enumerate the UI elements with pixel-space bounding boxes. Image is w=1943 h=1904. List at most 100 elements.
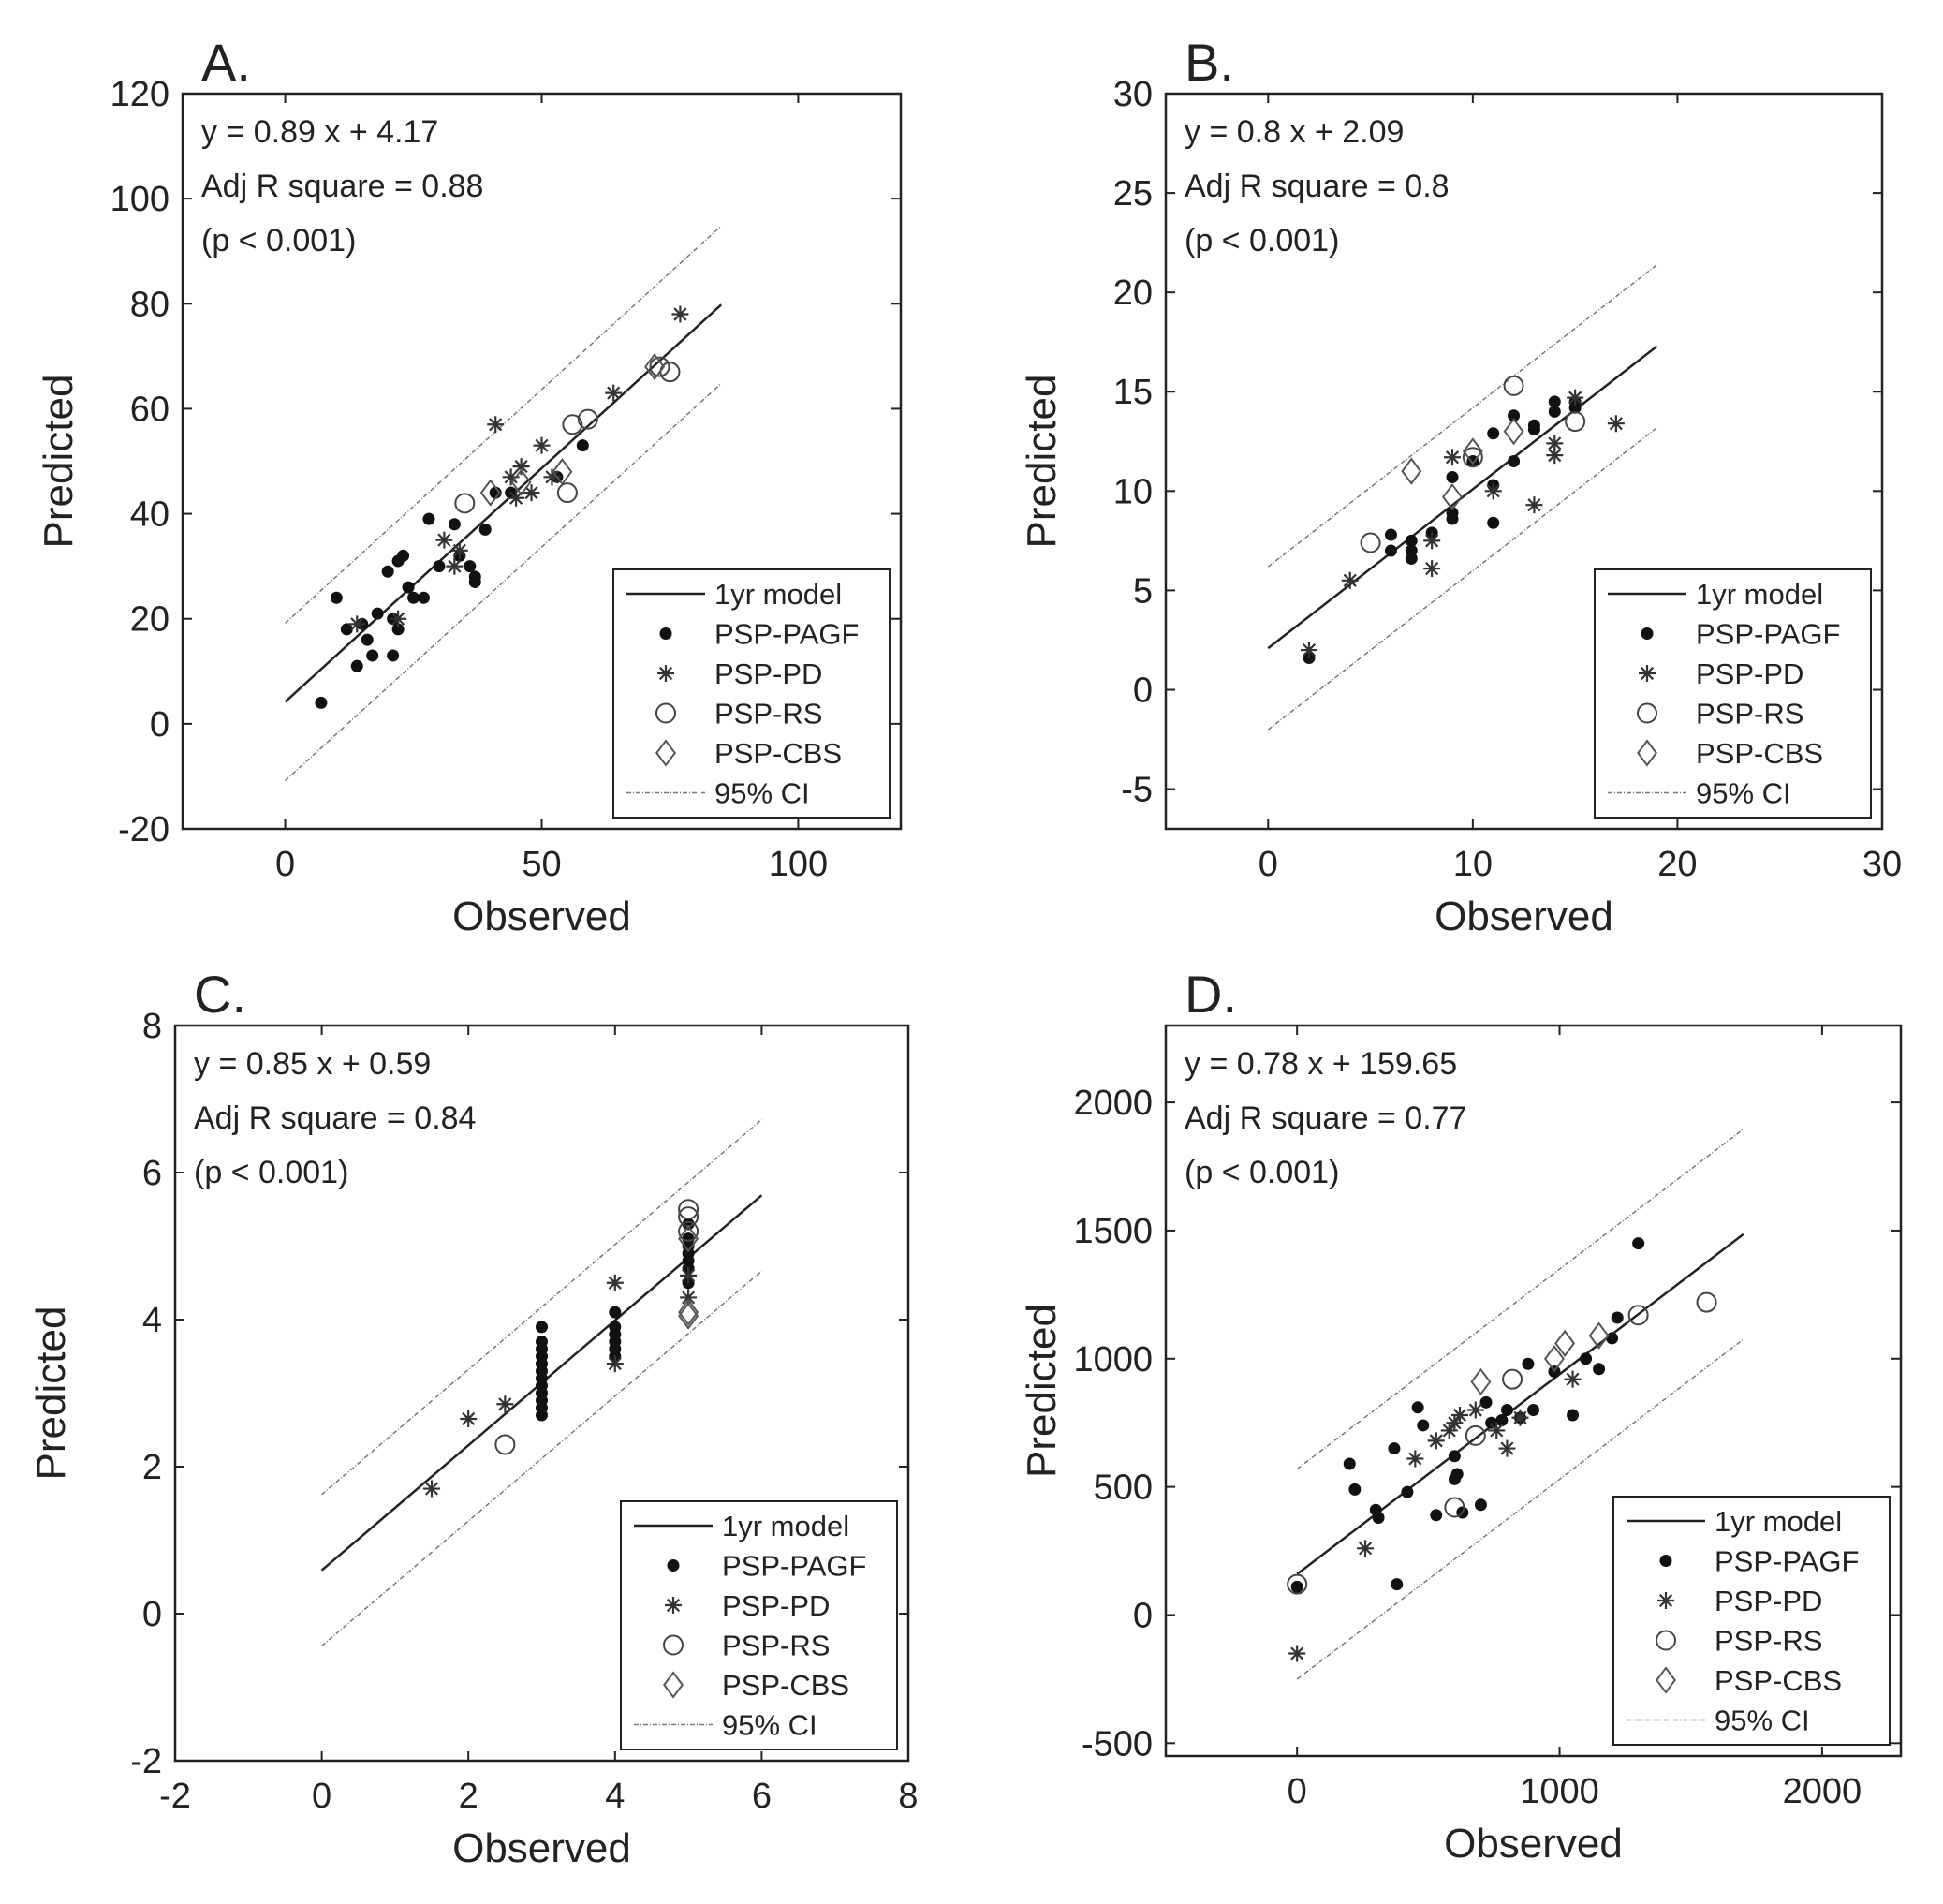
fit-line — [1296, 1232, 1744, 1575]
annotation-3: (p < 0.001) — [1185, 1155, 1339, 1190]
data-point — [1357, 1540, 1375, 1557]
data-point — [533, 436, 551, 454]
x-tick-label: 6 — [752, 1777, 772, 1816]
y-axis-label: Predicted — [36, 375, 81, 549]
data-point — [576, 439, 589, 452]
y-tick-label: 20 — [130, 600, 169, 640]
x-axis-label: Observed — [1444, 1821, 1623, 1867]
data-point — [1440, 1422, 1458, 1439]
data-point — [1451, 1407, 1468, 1424]
data-point — [1446, 1414, 1464, 1432]
data-point — [1384, 544, 1397, 557]
data-point — [460, 1410, 478, 1427]
data-point — [433, 560, 446, 573]
series-psp-cbs — [678, 1224, 699, 1330]
data-point — [422, 512, 435, 525]
fit-line — [1267, 345, 1658, 650]
legend-label: PSP-CBS — [714, 737, 842, 770]
y-tick-label: 2 — [142, 1448, 162, 1487]
legend-label: PSP-PD — [1696, 657, 1803, 690]
data-point — [678, 1302, 699, 1330]
legend: 1yr model PSP-PAGF PSP-PD PSP-RS PSP-CBS 95% … — [620, 1500, 898, 1750]
ci-lower-line — [285, 382, 722, 782]
data-point — [1607, 415, 1625, 433]
legend-label: 95% CI — [714, 777, 810, 810]
data-point — [682, 1232, 695, 1246]
data-point — [496, 1395, 514, 1413]
data-point — [407, 591, 420, 604]
data-point — [1465, 1424, 1486, 1446]
data-point — [435, 531, 453, 549]
annotation-2: Adj R square = 0.84 — [194, 1100, 476, 1136]
data-point — [1632, 1237, 1645, 1250]
data-point — [512, 458, 530, 476]
series-psp-rs — [1287, 1291, 1717, 1595]
data-point — [1411, 1401, 1424, 1414]
y-tick-label: 25 — [1113, 174, 1153, 214]
data-point — [1484, 482, 1502, 500]
panel-c: C. -2 0 2 4 6 8 -2 0 2 4 6 8 Observed Predicted y = 0.8… — [28, 965, 919, 1871]
legend-marker — [1639, 665, 1656, 682]
legend-box — [620, 1500, 898, 1750]
series-psp-pd — [1301, 389, 1625, 659]
legend-marker — [655, 739, 676, 767]
data-point — [1290, 1580, 1303, 1593]
data-point — [1341, 571, 1359, 589]
data-point — [1498, 1439, 1516, 1457]
series-psp-pagf — [536, 1218, 695, 1422]
data-point — [562, 414, 583, 435]
legend-label: PSP-CBS — [1715, 1664, 1842, 1697]
legend-marker — [1637, 702, 1657, 724]
data-point — [1401, 457, 1422, 485]
data-point — [1462, 437, 1483, 465]
panel-b: B. 0 10 20 30 -5 0 5 10 15 20 25 30 Observed Predicted… — [1019, 33, 1902, 939]
data-point — [494, 1434, 516, 1455]
legend-marker — [1659, 1555, 1672, 1567]
data-point — [468, 575, 481, 588]
annotation-3: (p < 0.001) — [1185, 223, 1339, 258]
data-point — [1417, 1419, 1430, 1432]
annotation-3: (p < 0.001) — [194, 1155, 348, 1190]
panel-label: B. — [1185, 33, 1234, 92]
data-point — [1543, 1345, 1565, 1373]
plot-frame — [1164, 1024, 1903, 1758]
data-point — [1474, 1498, 1487, 1512]
data-point — [1487, 516, 1500, 529]
y-axis-label: Predicted — [28, 1306, 74, 1481]
data-point — [1508, 455, 1521, 467]
data-point — [536, 1321, 548, 1334]
legend-label: 95% CI — [1696, 777, 1791, 810]
x-tick-label: 30 — [1862, 845, 1902, 884]
y-tick-label: 100 — [110, 180, 169, 219]
y-tick-label: 60 — [130, 390, 169, 429]
x-tick-label: 20 — [1657, 845, 1697, 884]
data-point — [1564, 1370, 1582, 1388]
series-psp-cbs — [1401, 418, 1524, 511]
data-point — [423, 1480, 441, 1498]
y-tick-label: -500 — [1082, 1724, 1153, 1764]
data-point — [1444, 449, 1461, 466]
data-point — [315, 696, 328, 709]
data-point — [1388, 1442, 1401, 1455]
data-point — [489, 486, 502, 499]
y-tick-label: 0 — [1133, 1596, 1153, 1635]
data-point — [1511, 1409, 1529, 1426]
data-point — [680, 1266, 698, 1284]
data-point — [1495, 1413, 1509, 1426]
data-point — [552, 458, 573, 486]
data-point — [390, 610, 407, 627]
x-axis-label: Observed — [452, 893, 631, 939]
data-point — [1384, 528, 1397, 541]
data-point — [1500, 1404, 1513, 1417]
y-tick-label: 1000 — [1073, 1340, 1153, 1380]
data-point — [680, 1289, 698, 1306]
data-point — [1546, 435, 1564, 452]
legend-label: PSP-PD — [1715, 1585, 1822, 1617]
data-point — [1567, 389, 1584, 406]
data-point — [523, 484, 540, 502]
y-tick-label: 20 — [1113, 273, 1153, 313]
data-point — [649, 356, 670, 377]
legend-box — [612, 568, 891, 819]
x-tick-label: 100 — [769, 845, 828, 884]
legend-box — [1612, 1496, 1891, 1746]
